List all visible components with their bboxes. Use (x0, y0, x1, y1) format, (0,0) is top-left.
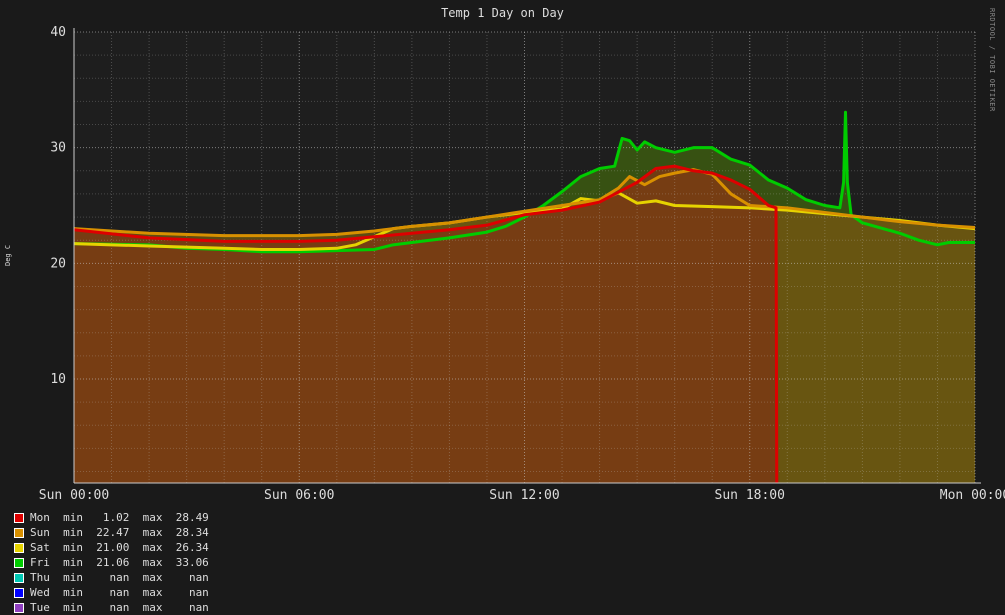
x-tick-label: Mon 00:00 (940, 488, 1005, 503)
series-line-sat (73, 191, 976, 251)
legend-swatch (14, 572, 24, 583)
legend-label: Wed min nan max nan (30, 586, 209, 599)
legend-label: Mon min 1.02 max 28.49 (30, 511, 209, 524)
legend-label: Tue min nan max nan (30, 601, 209, 614)
y-tick-label: 10 (50, 372, 66, 387)
chart-title: Temp 1 Day on Day (441, 6, 564, 20)
x-tick-label: Sun 18:00 (715, 488, 785, 503)
legend-swatch (14, 542, 24, 553)
y-tick-label: 20 (50, 256, 66, 271)
legend-label: Sat min 21.00 max 26.34 (30, 541, 209, 554)
legend-entry-wed: Wed min nan max nan (14, 585, 209, 600)
legend-label: Thu min nan max nan (30, 571, 209, 584)
y-tick-label: 30 (50, 141, 66, 156)
legend-entry-thu: Thu min nan max nan (14, 570, 209, 585)
legend-swatch (14, 512, 24, 523)
legend-swatch (14, 602, 24, 613)
y-tick-label: 40 (50, 25, 66, 40)
legend-label: Fri min 21.06 max 33.06 (30, 556, 209, 569)
area-fill-mon (74, 166, 777, 483)
series-line-sun (73, 168, 976, 238)
legend-swatch (14, 587, 24, 598)
series-line-fri (73, 110, 975, 254)
x-tick-label: Sun 12:00 (489, 488, 559, 503)
legend-entry-tue: Tue min nan max nan (14, 600, 209, 615)
legend: Mon min 1.02 max 28.49 Sun min 22.47 max … (14, 510, 209, 615)
legend-entry-fri: Fri min 21.06 max 33.06 (14, 555, 209, 570)
series-lines (73, 110, 976, 483)
legend-entry-sat: Sat min 21.00 max 26.34 (14, 540, 209, 555)
series-line-mon (73, 164, 779, 483)
legend-swatch (14, 557, 24, 568)
x-tick-label: Sun 06:00 (264, 488, 334, 503)
legend-swatch (14, 527, 24, 538)
legend-entry-sun: Sun min 22.47 max 28.34 (14, 525, 209, 540)
x-tick-label: Sun 00:00 (39, 488, 109, 503)
legend-label: Sun min 22.47 max 28.34 (30, 526, 209, 539)
legend-entry-mon: Mon min 1.02 max 28.49 (14, 510, 209, 525)
